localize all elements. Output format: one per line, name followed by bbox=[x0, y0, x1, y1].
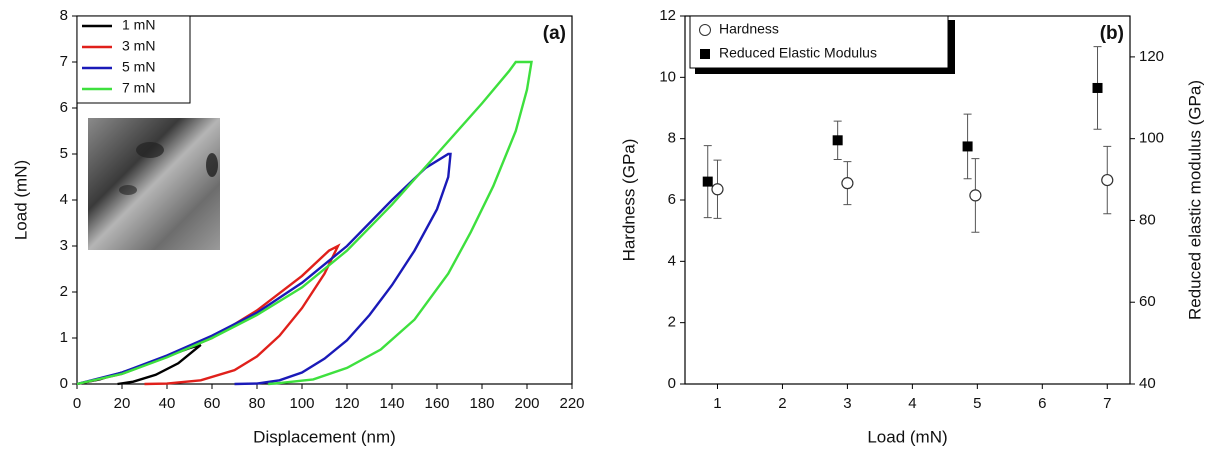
legend-label: 7 mN bbox=[122, 80, 155, 96]
marker bbox=[832, 135, 843, 146]
x-tick-label: 200 bbox=[514, 395, 539, 412]
legend-label: Hardness bbox=[719, 21, 779, 37]
x-tick-label: 180 bbox=[469, 395, 494, 412]
y-tick-label: 12 bbox=[659, 7, 676, 24]
legend-label: 1 mN bbox=[122, 17, 155, 33]
x-axis-title: Displacement (nm) bbox=[253, 427, 396, 446]
afm-feature bbox=[136, 142, 164, 158]
x-tick-label: 2 bbox=[778, 395, 786, 412]
legend-box bbox=[689, 15, 949, 69]
y-tick-label: 6 bbox=[668, 191, 676, 208]
y-tick-label: 0 bbox=[668, 375, 676, 392]
x-tick-label: 5 bbox=[973, 395, 981, 412]
y2-axis-title: Reduced elastic modulus (GPa) bbox=[1185, 80, 1204, 320]
curve bbox=[76, 152, 452, 386]
x-tick-label: 1 bbox=[713, 395, 721, 412]
x-tick-label: 3 bbox=[843, 395, 851, 412]
y-axis-title: Load (mN) bbox=[11, 160, 30, 240]
afm-feature bbox=[119, 185, 137, 195]
legend-label: 5 mN bbox=[122, 59, 155, 75]
x-tick-label: 40 bbox=[159, 395, 176, 412]
y2-tick-label: 40 bbox=[1139, 375, 1156, 392]
y-tick-label: 0 bbox=[60, 375, 68, 392]
x-tick-label: 7 bbox=[1103, 395, 1111, 412]
x-tick-label: 220 bbox=[559, 395, 584, 412]
x-tick-label: 4 bbox=[908, 395, 916, 412]
x-tick-label: 60 bbox=[204, 395, 221, 412]
afm-feature bbox=[206, 153, 218, 177]
afm-inset bbox=[88, 118, 220, 250]
legend-marker bbox=[700, 49, 710, 59]
x-tick-label: 0 bbox=[73, 395, 81, 412]
y-tick-label: 5 bbox=[60, 145, 68, 162]
x-tick-label: 20 bbox=[114, 395, 131, 412]
x-tick-label: 80 bbox=[249, 395, 266, 412]
panel-label: (a) bbox=[543, 23, 566, 44]
marker bbox=[962, 141, 973, 152]
y-tick-label: 1 bbox=[60, 329, 68, 346]
x-tick-label: 160 bbox=[424, 395, 449, 412]
y-tick-label: 7 bbox=[60, 53, 68, 70]
curve bbox=[76, 60, 533, 386]
marker bbox=[702, 176, 713, 187]
y-tick-label: 2 bbox=[668, 314, 676, 331]
y-tick-label: 10 bbox=[659, 68, 676, 85]
y-tick-label: 3 bbox=[60, 237, 68, 254]
y-axis-title: Hardness (GPa) bbox=[619, 139, 638, 262]
y2-tick-label: 80 bbox=[1139, 211, 1156, 228]
y-tick-label: 8 bbox=[668, 130, 676, 147]
marker bbox=[1101, 173, 1114, 187]
y2-tick-label: 60 bbox=[1139, 293, 1156, 310]
x-axis-title: Load (mN) bbox=[867, 427, 947, 446]
marker bbox=[969, 189, 982, 202]
x-tick-label: 6 bbox=[1038, 395, 1046, 412]
legend-label: Reduced Elastic Modulus bbox=[719, 45, 877, 61]
x-tick-label: 140 bbox=[379, 395, 404, 412]
y-tick-label: 2 bbox=[60, 283, 68, 300]
marker bbox=[711, 183, 724, 196]
y-tick-label: 6 bbox=[60, 99, 68, 116]
y-tick-label: 4 bbox=[60, 191, 68, 208]
y2-tick-label: 120 bbox=[1139, 48, 1164, 65]
marker bbox=[841, 177, 854, 190]
x-tick-label: 120 bbox=[334, 395, 359, 412]
y-tick-label: 8 bbox=[60, 7, 68, 24]
panel-label: (b) bbox=[1100, 23, 1124, 44]
x-tick-label: 100 bbox=[289, 395, 314, 412]
curve bbox=[76, 243, 341, 386]
legend-marker bbox=[699, 24, 711, 36]
y-tick-label: 4 bbox=[668, 252, 676, 269]
y2-tick-label: 100 bbox=[1139, 130, 1164, 147]
marker bbox=[1092, 82, 1103, 93]
legend-label: 3 mN bbox=[122, 38, 155, 54]
